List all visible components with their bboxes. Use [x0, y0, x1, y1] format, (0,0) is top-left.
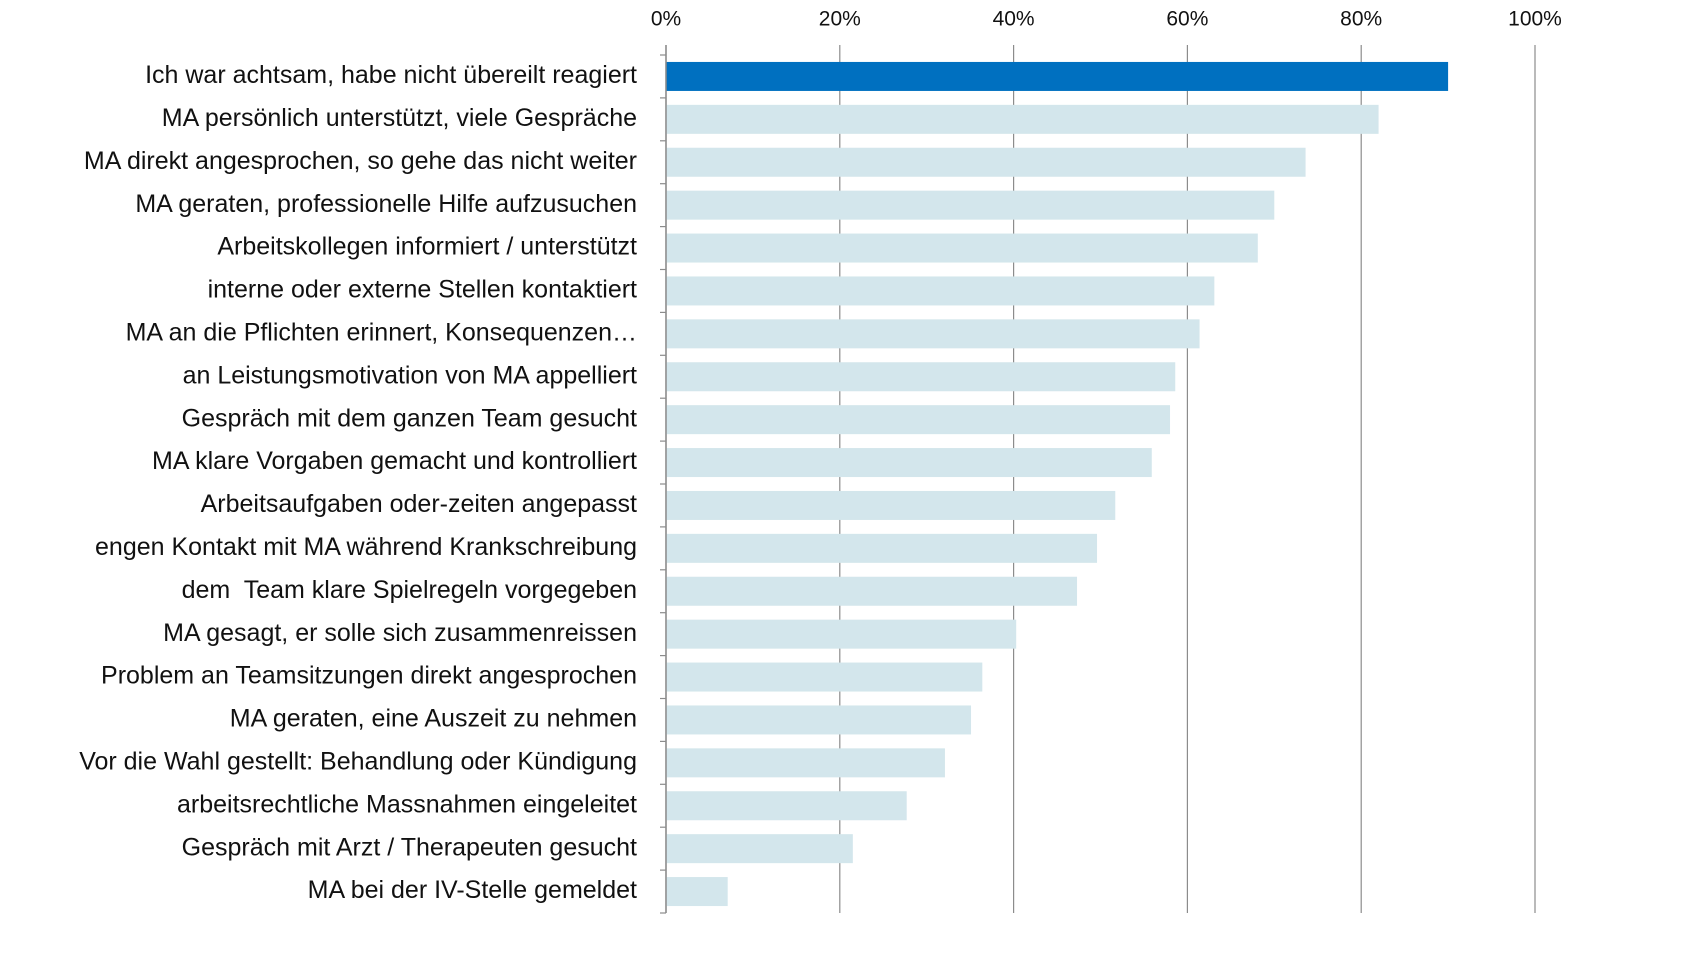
bar [666, 190, 1275, 220]
bar [666, 362, 1176, 392]
category-label: Vor die Wahl gestellt: Behandlung oder K… [79, 747, 637, 775]
category-label: MA gesagt, er solle sich zusammenreissen [163, 619, 637, 647]
category-label: MA geraten, professionelle Hilfe aufzusu… [135, 190, 637, 218]
category-label: MA klare Vorgaben gemacht und kontrollie… [152, 447, 637, 475]
bar [666, 877, 728, 907]
bar [666, 276, 1215, 306]
category-label: Arbeitskollegen informiert / unterstützt [217, 233, 637, 261]
x-tick-label: 60% [1166, 8, 1208, 31]
bar [666, 405, 1171, 435]
bar [666, 319, 1200, 349]
category-label: an Leistungsmotivation von MA appelliert [183, 361, 637, 389]
category-label: MA an die Pflichten erinnert, Konsequenz… [126, 318, 637, 346]
bar [666, 662, 983, 692]
bar [666, 233, 1258, 263]
bar [666, 533, 1098, 563]
category-label: Ich war achtsam, habe nicht übereilt rea… [145, 61, 637, 89]
category-label: MA geraten, eine Auszeit zu nehmen [230, 705, 637, 733]
category-label: interne oder externe Stellen kontaktiert [208, 276, 637, 304]
bar [666, 147, 1306, 177]
category-label: MA bei der IV-Stelle gemeldet [308, 876, 637, 904]
category-label: dem Team klare Spielregeln vorgegeben [182, 576, 637, 604]
x-tick-label: 40% [993, 8, 1035, 31]
category-label: Arbeitsaufgaben oder-zeiten angepasst [201, 490, 637, 518]
x-tick-label: 20% [819, 8, 861, 31]
category-label: MA direkt angesprochen, so gehe das nich… [84, 147, 637, 175]
bar [666, 104, 1379, 134]
x-tick-label: 100% [1508, 8, 1562, 31]
bar [666, 448, 1152, 478]
bar [666, 576, 1078, 606]
bar [666, 791, 907, 821]
x-tick-label: 80% [1340, 8, 1382, 31]
category-label: engen Kontakt mit MA während Krankschrei… [95, 533, 637, 561]
bar [666, 705, 972, 735]
category-label: Gespräch mit Arzt / Therapeuten gesucht [182, 833, 637, 861]
x-tick-label: 0% [651, 8, 681, 31]
category-label: Gespräch mit dem ganzen Team gesucht [182, 404, 637, 432]
category-label: arbeitsrechtliche Massnahmen eingeleitet [177, 790, 637, 818]
category-label: Problem an Teamsitzungen direkt angespro… [101, 662, 637, 690]
bar [666, 490, 1116, 520]
bar [666, 619, 1017, 649]
bar [666, 834, 853, 864]
category-label: MA persönlich unterstützt, viele Gespräc… [162, 104, 637, 132]
bar [666, 61, 1449, 91]
bar [666, 748, 945, 778]
